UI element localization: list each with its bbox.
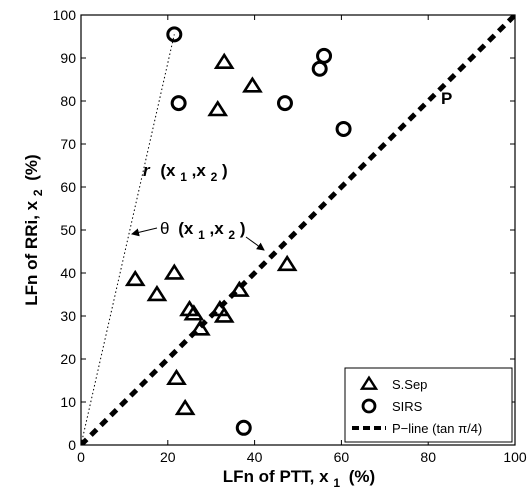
x-tick-label: 60 [334,449,350,465]
legend-circle-marker [361,398,377,414]
point-circle [311,60,328,77]
point-triangle [213,306,235,323]
x-axis-label: LFn of PTT, x 1 (%) [223,467,375,491]
p-line [81,15,515,445]
point-circle [335,120,352,137]
plot-frame [80,14,516,446]
x-tick-label: 20 [160,449,176,465]
point-triangle [174,398,196,416]
r-sub1: 1 [180,170,187,184]
theta-sub1: 1 [198,228,205,242]
y-tick-label: 10 [60,394,76,410]
y-tick-label: 0 [68,437,76,453]
x-tick-label: 80 [420,449,436,465]
point-circle [235,419,252,436]
point-triangle [276,254,298,272]
legend-box [344,367,513,443]
legend: S.Sep SIRS P−line (tan π/4) [344,367,513,443]
point-triangle [242,76,263,93]
x-axis-label-main: LFn of PTT, x [223,467,329,486]
theta-sub2: 2 [228,228,235,242]
point-triangle [146,284,168,302]
theta-mid: ,x [209,219,224,238]
point-circle [166,26,183,43]
theta-annotation: θ (x 1 ,x 2 ) [160,219,246,243]
point-triangle [163,263,185,280]
y-axis-label: LFn of RRi, x 2 (%) [22,154,46,305]
y-tick-label: 70 [60,136,76,152]
theta-close: ) [240,219,246,238]
x-axis-label-unit: (%) [349,467,375,486]
theta-symbol: θ [160,219,169,238]
y-tick-label: 90 [60,50,76,66]
legend-label: S.Sep [392,377,427,392]
theta-arrow-left [131,227,158,237]
point-circle [170,95,187,112]
x-tick-label: 0 [77,449,85,465]
legend-triangle-marker [359,375,379,390]
legend-label: P−line (tan π/4) [392,421,482,436]
r-annotation: r (x 1 ,x 2 ) [143,161,228,185]
point-triangle [183,304,205,321]
y-tick-label: 40 [60,265,76,281]
r-args: (x [160,161,176,180]
y-axis-label-unit: (%) [22,154,41,180]
legend-label: SIRS [392,399,423,414]
r-mid: ,x [192,161,207,180]
r-sub2: 2 [211,170,218,184]
y-tick-label: 80 [60,93,76,109]
y-axis-label-main: LFn of RRi, x [22,200,41,305]
point-triangle [207,99,229,117]
x-tick-label: 100 [503,449,527,465]
y-axis-label-sub: 2 [31,189,45,196]
point-triangle [229,280,250,297]
y-tick-label: 20 [60,351,76,367]
point-triangle [213,52,235,69]
x-axis-label-sub: 1 [333,476,340,490]
y-tick-label: 100 [53,7,77,23]
point-triangle [124,269,146,287]
theta-arrow-right [245,236,265,251]
r-symbol: r [143,161,151,180]
y-tick-label: 50 [60,222,76,238]
p-line-label: P [441,89,452,108]
y-tick-label: 60 [60,179,76,195]
x-tick-label: 40 [247,449,263,465]
point-triangle [189,319,211,336]
r-close: ) [222,161,228,180]
point-triangle [166,368,187,386]
y-tick-label: 30 [60,308,76,324]
theta-args: (x [178,219,194,238]
point-circle [276,95,293,112]
